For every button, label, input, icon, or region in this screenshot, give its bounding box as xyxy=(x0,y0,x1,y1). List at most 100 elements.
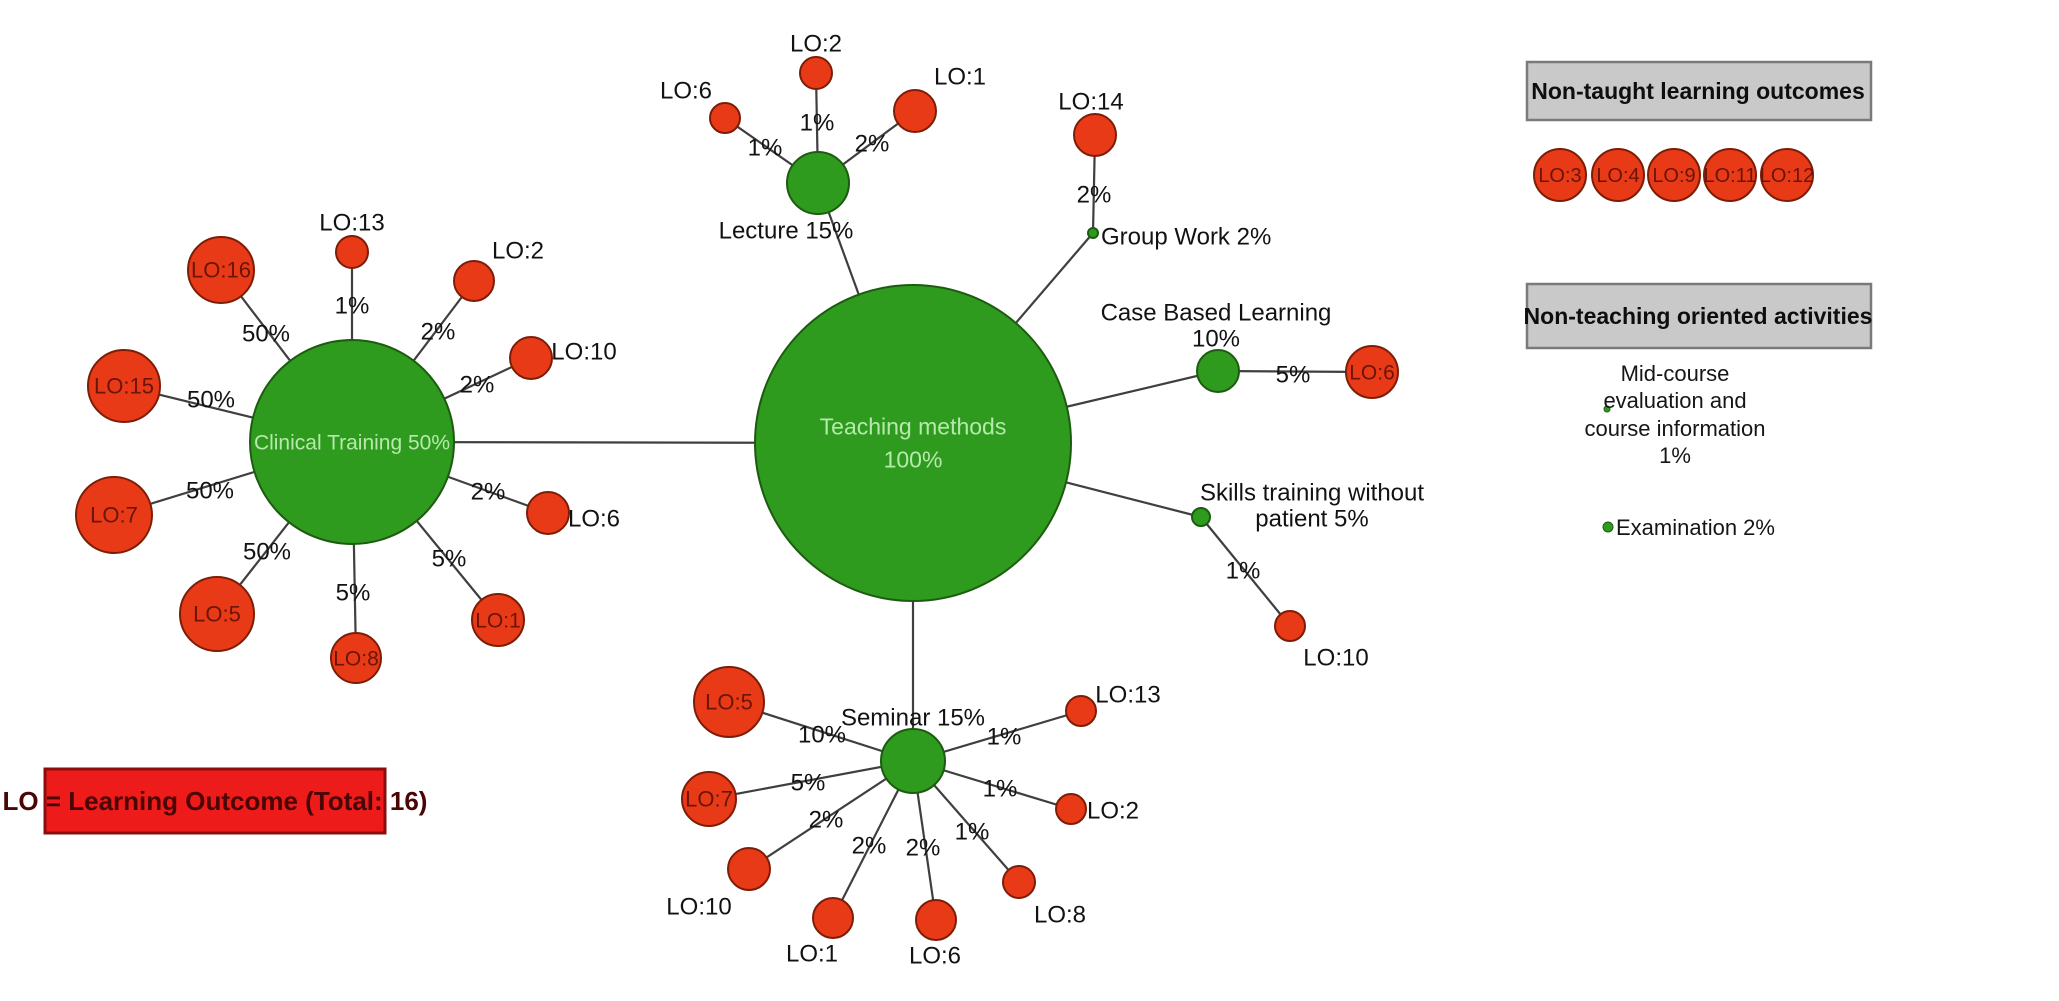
midcourse-dot xyxy=(1603,405,1611,413)
node-skills xyxy=(1191,507,1211,527)
node-label-l_lo6: LO:6 xyxy=(660,77,712,104)
node-s_lo10 xyxy=(1274,610,1306,642)
node-label-l_lo2: LO:2 xyxy=(790,30,842,57)
edge-label-clinical-c_lo8: 5% xyxy=(336,579,371,606)
edge-label-seminar-se_lo10: 2% xyxy=(809,806,844,833)
non-taught-item-label-2: LO:9 xyxy=(1652,165,1695,187)
non-taught-header-box xyxy=(1525,60,1873,122)
node-label-c_lo15: LO:15 xyxy=(94,374,154,399)
edge-label-clinical-c_lo7: 50% xyxy=(186,477,234,504)
node-c_lo5 xyxy=(179,576,255,652)
node-se_lo10 xyxy=(727,847,771,891)
node-c_lo1 xyxy=(471,593,525,647)
node-groupwork xyxy=(1087,227,1099,239)
node-label-se_lo7: LO:7 xyxy=(685,787,733,812)
edge-label-clinical-c_lo10: 2% xyxy=(460,371,495,398)
node-label-se_lo5: LO:5 xyxy=(705,690,753,715)
non-teaching-header-box xyxy=(1525,282,1873,350)
midcourse-label-line-0: Mid-course xyxy=(1621,361,1730,386)
node-label-g_lo14: LO:14 xyxy=(1058,88,1123,115)
node-label-clinical: Clinical Training 50% xyxy=(254,431,450,454)
midcourse-label-line-2: course information xyxy=(1585,416,1766,441)
node-c_lo13 xyxy=(335,235,369,269)
node-c_lo10 xyxy=(509,336,553,380)
node-se_lo2 xyxy=(1055,793,1087,825)
node-l_lo2 xyxy=(799,56,833,90)
node-cb_lo6 xyxy=(1345,345,1399,399)
node-c_lo2 xyxy=(453,260,495,302)
node-c_lo6 xyxy=(526,491,570,535)
node-c_lo16 xyxy=(187,236,255,304)
edge-label-lecture-l_lo1: 2% xyxy=(855,130,890,157)
node-label-se_lo13: LO:13 xyxy=(1095,681,1160,708)
edge-label-groupwork-g_lo14: 2% xyxy=(1077,181,1112,208)
edge-label-seminar-se_lo7: 5% xyxy=(791,769,826,796)
edge-label-lecture-l_lo6: 1% xyxy=(748,134,783,161)
non-taught-header-title: Non-taught learning outcomes xyxy=(1531,78,1865,104)
edge-label-clinical-c_lo1: 5% xyxy=(432,545,467,572)
node-se_lo13 xyxy=(1065,695,1097,727)
node-label-se_lo1: LO:1 xyxy=(786,940,838,967)
legend-box xyxy=(43,767,387,835)
edge-label-clinical-c_lo2: 2% xyxy=(421,318,456,345)
node-label-seminar: Seminar 15% xyxy=(841,704,985,731)
node-label-lecture: Lecture 15% xyxy=(719,217,854,244)
non-taught-item-circle-1 xyxy=(1591,148,1645,202)
node-label-c_lo16: LO:16 xyxy=(191,258,251,283)
node-l_lo6 xyxy=(709,102,741,134)
node-label-se_lo6: LO:6 xyxy=(909,942,961,969)
node-label-c_lo10: LO:10 xyxy=(551,338,616,365)
node-clinical xyxy=(249,339,455,545)
node-lecture xyxy=(786,151,850,215)
node-label-c_lo7: LO:7 xyxy=(90,503,138,528)
node-l_lo1 xyxy=(893,89,937,133)
node-se_lo7 xyxy=(681,771,737,827)
node-label-groupwork: Group Work 2% xyxy=(1101,223,1271,250)
non-taught-item-label-1: LO:4 xyxy=(1596,165,1639,187)
edge-skills-s_lo10 xyxy=(1200,516,1291,627)
edge-label-clinical-c_lo13: 1% xyxy=(335,292,370,319)
node-label-c_lo5: LO:5 xyxy=(193,602,241,627)
non-taught-item-circle-4 xyxy=(1760,148,1814,202)
node-label-cb_lo6: LO:6 xyxy=(1349,361,1395,384)
non-taught-item-label-4: LO:12 xyxy=(1760,165,1814,187)
node-g_lo14 xyxy=(1073,113,1117,157)
node-se_lo1 xyxy=(812,897,854,939)
edge-label-seminar-se_lo1: 2% xyxy=(852,832,887,859)
node-seminar xyxy=(880,728,946,794)
node-cbl xyxy=(1196,349,1240,393)
midcourse-label-line-1: evaluation and xyxy=(1603,388,1746,413)
edge-label-clinical-c_lo15: 50% xyxy=(187,386,235,413)
node-label-c_lo8: LO:8 xyxy=(333,647,379,670)
edge-seminar-se_lo7 xyxy=(708,759,914,801)
edge-label-clinical-c_lo6: 2% xyxy=(471,478,506,505)
examination-dot xyxy=(1602,521,1614,533)
node-label-c_lo6: LO:6 xyxy=(568,505,620,532)
node-c_lo15 xyxy=(87,349,161,423)
midcourse-label-line-3: 1% xyxy=(1659,443,1691,468)
node-se_lo5 xyxy=(693,666,765,738)
nodes-layer xyxy=(75,56,1399,941)
node-c_lo8 xyxy=(330,632,382,684)
node-se_lo6 xyxy=(915,899,957,941)
non-teaching-header-title: Non-teaching oriented activities xyxy=(1524,303,1873,329)
edge-label-seminar-se_lo13: 1% xyxy=(987,723,1022,750)
node-teaching xyxy=(754,284,1072,602)
node-label-se_lo2: LO:2 xyxy=(1087,797,1139,824)
node-se_lo8 xyxy=(1002,865,1036,899)
node-label-s_lo10: LO:10 xyxy=(1303,644,1368,671)
node-label-se_lo10: LO:10 xyxy=(666,893,731,920)
edge-label-seminar-se_lo6: 2% xyxy=(906,834,941,861)
node-label-se_lo8: LO:8 xyxy=(1034,901,1086,928)
node-label-cbl: Case Based Learning 10% xyxy=(1101,299,1332,352)
non-taught-item-label-0: LO:3 xyxy=(1538,165,1581,187)
node-c_lo7 xyxy=(75,476,153,554)
edge-label-seminar-se_lo8: 1% xyxy=(955,818,990,845)
node-label-teaching: Teaching methods 100% xyxy=(820,414,1007,473)
non-taught-item-label-3: LO:11 xyxy=(1704,165,1757,187)
edge-label-seminar-se_lo5: 10% xyxy=(798,721,846,748)
node-label-l_lo1: LO:1 xyxy=(934,63,986,90)
node-label-c_lo1: LO:1 xyxy=(475,609,521,632)
